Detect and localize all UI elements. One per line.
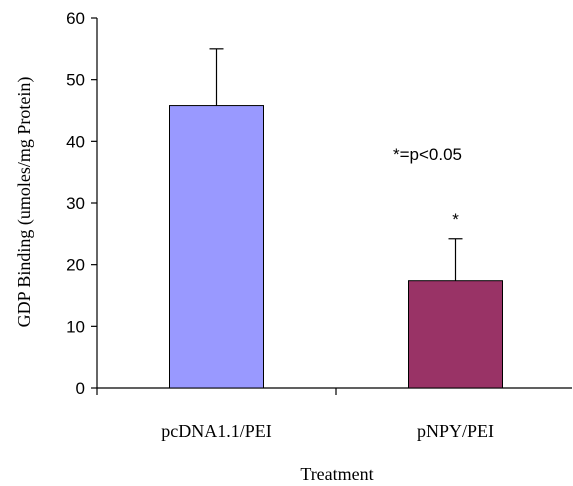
bar-pnpy-pei xyxy=(408,280,503,389)
y-tick-label: 50 xyxy=(66,71,85,90)
y-tick-label: 20 xyxy=(66,256,85,275)
category-labels: pcDNA1.1/PEI pNPY/PEI xyxy=(161,421,494,441)
y-tick-label: 0 xyxy=(76,379,85,398)
significance-markers: * xyxy=(452,210,459,229)
error-bars xyxy=(209,48,463,281)
significance-note: *=p<0.05 xyxy=(393,145,462,164)
y-tick-label: 60 xyxy=(66,9,85,28)
y-tick-label: 10 xyxy=(66,317,85,336)
x-axis xyxy=(96,387,572,395)
y-tick-label: 30 xyxy=(66,194,85,213)
bars xyxy=(169,105,503,389)
significance-asterisk: * xyxy=(452,210,459,229)
y-tick-label: 40 xyxy=(66,132,85,151)
bar-pcdna1-1-pei xyxy=(169,105,264,389)
x-tick-label: pcDNA1.1/PEI xyxy=(161,421,272,441)
y-axis-title: GDP Binding (umoles/mg Protein) xyxy=(14,77,35,328)
y-axis: 0 10 20 30 40 50 60 xyxy=(66,9,98,398)
x-tick-label: pNPY/PEI xyxy=(417,421,494,441)
x-axis-title: Treatment xyxy=(300,464,373,484)
